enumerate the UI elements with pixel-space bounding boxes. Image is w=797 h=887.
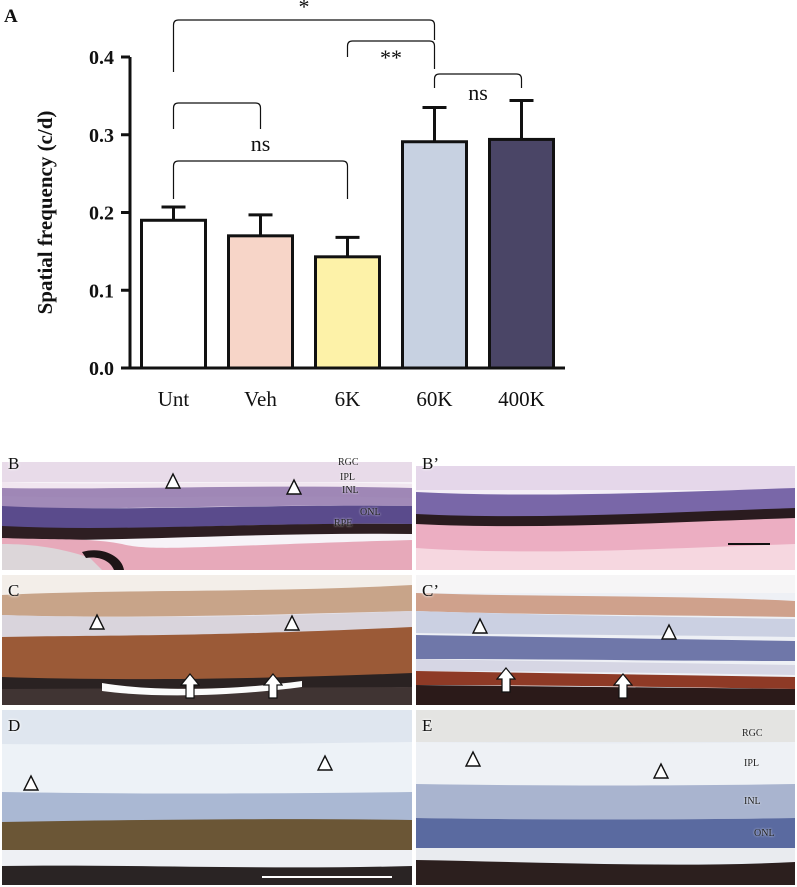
panel-label-b: B bbox=[8, 454, 20, 473]
layer-label-rpe: RPE bbox=[334, 518, 353, 529]
significance-bracket bbox=[172, 102, 262, 129]
he-stain-image bbox=[416, 448, 795, 570]
panel-label-d: D bbox=[8, 716, 21, 735]
block-arrow-icon bbox=[613, 673, 633, 699]
significance-label: ns bbox=[251, 131, 271, 156]
arrowhead-icon bbox=[283, 614, 301, 631]
layer-label-ipl: IPL bbox=[744, 758, 759, 769]
y-tick-label: 0.0 bbox=[89, 358, 114, 380]
panel-label-b-prime: B’ bbox=[422, 454, 439, 473]
histology-panel-e: E RGC IPL INL ONL bbox=[416, 710, 795, 885]
layer-label-onl: ONL bbox=[754, 828, 775, 839]
significance-label: ** bbox=[380, 45, 402, 70]
bar-6k bbox=[314, 255, 381, 370]
panel-label-c: C bbox=[8, 581, 20, 600]
arrowhead-icon bbox=[88, 613, 106, 630]
significance-bracket bbox=[172, 19, 436, 72]
histology-panel-c: C bbox=[2, 575, 412, 705]
arrowhead-icon bbox=[285, 478, 303, 495]
ihc-stain-image bbox=[416, 575, 795, 705]
y-tick-label: 0.1 bbox=[89, 280, 114, 302]
layer-label-rgc: RGC bbox=[338, 457, 359, 468]
arrowhead-icon bbox=[22, 774, 40, 791]
scale-bar bbox=[262, 876, 392, 878]
x-tick-label: 60K bbox=[416, 387, 452, 411]
he-stain-image bbox=[2, 448, 412, 570]
x-tick-label: 6K bbox=[335, 387, 361, 411]
layer-label-ipl: IPL bbox=[340, 472, 355, 483]
bar-60k bbox=[401, 140, 468, 370]
block-arrow-icon bbox=[496, 667, 516, 693]
ihc-stain-image bbox=[2, 710, 412, 885]
arrowhead-icon bbox=[471, 617, 489, 634]
layer-label-onl: ONL bbox=[360, 507, 381, 518]
significance-label: * bbox=[299, 0, 310, 19]
bar-400k bbox=[488, 137, 555, 370]
panel-label-c-prime: C’ bbox=[422, 581, 439, 600]
histology-panel-d: D bbox=[2, 710, 412, 885]
bar-chart: A 0.0 0.1 0.2 0.3 0.4 Spatial frequency (c/d) U… bbox=[4, 0, 565, 411]
layer-label-rgc: RGC bbox=[742, 728, 763, 739]
arrowhead-icon bbox=[464, 750, 482, 767]
arrowhead-icon bbox=[316, 754, 334, 771]
panel-label-e: E bbox=[422, 716, 433, 735]
ihc-stain-image bbox=[416, 710, 795, 885]
significance-bracket bbox=[433, 73, 523, 88]
x-tick-label: Unt bbox=[158, 387, 190, 411]
significance-bracket bbox=[346, 40, 436, 69]
ihc-stain-image bbox=[2, 575, 412, 705]
y-tick-label: 0.4 bbox=[89, 47, 114, 69]
y-axis-title: Spatial frequency (c/d) bbox=[33, 111, 57, 315]
arrowhead-icon bbox=[164, 472, 182, 489]
layer-label-inl: INL bbox=[342, 485, 359, 496]
bar-unt bbox=[140, 218, 207, 370]
significance-bracket bbox=[172, 160, 349, 199]
x-tick-label: 400K bbox=[498, 387, 545, 411]
histology-panel-c-prime: C’ bbox=[416, 575, 795, 705]
y-tick-label: 0.3 bbox=[89, 125, 114, 147]
significance-label: ns bbox=[468, 80, 488, 105]
block-arrow-icon bbox=[263, 673, 283, 699]
x-tick-label: Veh bbox=[244, 387, 277, 411]
block-arrow-icon bbox=[180, 673, 200, 699]
histology-panel-b-prime: B’ bbox=[416, 448, 795, 570]
panel-label-a: A bbox=[4, 6, 18, 27]
histology-panel-b: B RGC IPL INL ONL RPE bbox=[2, 448, 412, 570]
scale-bar bbox=[728, 543, 770, 545]
bar-veh bbox=[227, 234, 294, 370]
arrowhead-icon bbox=[660, 623, 678, 640]
y-tick-label: 0.2 bbox=[89, 203, 114, 225]
arrowhead-icon bbox=[652, 762, 670, 779]
layer-label-inl: INL bbox=[744, 796, 761, 807]
